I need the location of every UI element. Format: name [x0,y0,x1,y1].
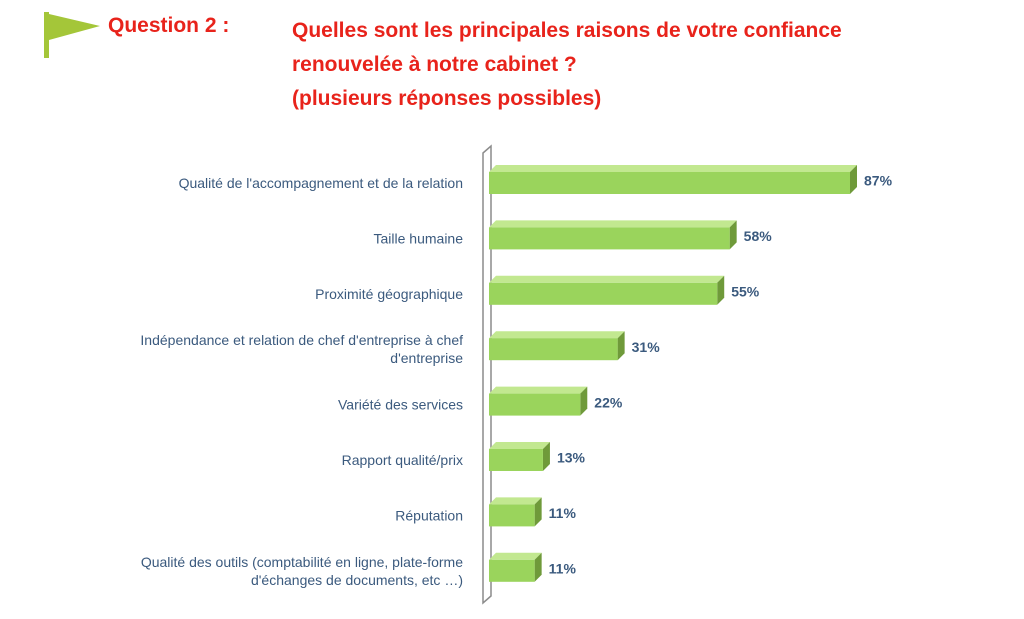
bar [489,559,535,582]
bar-side-face [534,552,542,582]
bar-group: 22% Variété des services [338,386,623,416]
bar-group: 11% Qualité des outils (comptabilité en l… [141,552,577,588]
bar-top-face [489,331,625,339]
bar [489,393,581,416]
data-label: 13% [557,450,586,466]
bar [489,282,718,305]
bar-side-face [534,497,542,527]
bar-top-face [489,165,857,172]
data-label: 22% [594,394,623,410]
data-label: 55% [731,284,760,300]
bar-top-face [489,220,737,228]
data-label: 11% [549,505,577,521]
bar-side-face [717,275,725,305]
bar-group: 31% Indépendance et relation de chef d'en… [140,331,660,366]
bar-group: 58% Taille humaine [374,220,773,250]
question-line: renouvelée à notre cabinet ? [292,53,577,76]
axis-wall [482,144,492,605]
bar [489,504,535,527]
bar-side-face [617,331,625,361]
flag-icon [44,12,100,58]
category-label: Taille humaine [374,230,464,246]
category-label: Réputation [395,507,463,523]
bar-top-face [489,386,588,394]
category-label: Variété des services [338,397,463,413]
bar-top-face [489,497,542,505]
bar-side-face [580,386,588,416]
bar [489,172,850,194]
bar-group: 11% Réputation [395,497,577,527]
bar-top-face [489,552,542,560]
question-line: Quelles sont les principales raisons de … [292,19,842,42]
bar-top-face [489,442,550,449]
bar-group: 13% Rapport qualité/prix [342,442,586,471]
data-label: 11% [549,561,577,577]
bar [489,338,618,361]
bar-side-face [729,220,737,250]
bar-side-face [850,165,857,194]
category-label: Indépendance et relation de chef d'entre… [140,332,463,348]
data-label: 31% [632,339,661,355]
bar-side-face [542,442,550,471]
data-label: 58% [744,228,773,244]
category-label: d'échanges de documents, etc …) [251,572,463,588]
bar [489,227,730,250]
bar [489,449,543,471]
bar-group: 87% Qualité de l'accompagnement et de la … [179,165,893,194]
data-label: 87% [864,173,893,189]
bar-top-face [489,275,725,283]
category-label: d'entreprise [390,350,463,366]
category-label: Proximité géographique [315,286,463,302]
category-label: Qualité de l'accompagnement et de la rel… [179,175,463,191]
category-label: Qualité des outils (comptabilité en lign… [141,554,463,570]
question-number: Question 2 : [108,14,230,37]
category-label: Rapport qualité/prix [342,452,463,468]
question-text: Quelles sont les principales raisons de … [292,14,842,116]
bar-group: 55% Proximité géographique [315,275,760,305]
question-line: (plusieurs réponses possibles) [292,87,602,110]
